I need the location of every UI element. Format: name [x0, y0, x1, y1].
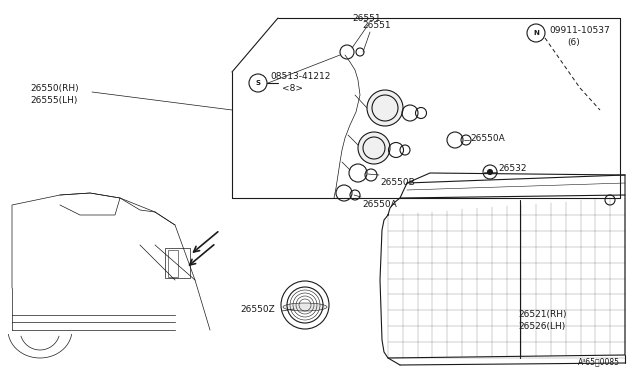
Text: 26551: 26551	[362, 20, 390, 29]
Text: Aᴲ65：0085: Aᴲ65：0085	[578, 357, 620, 366]
Text: N: N	[533, 30, 539, 36]
Circle shape	[367, 90, 403, 126]
Text: 26550Z: 26550Z	[240, 305, 275, 314]
Text: 26555(LH): 26555(LH)	[30, 96, 77, 105]
Bar	[165, 248, 190, 278]
Circle shape	[527, 24, 545, 42]
Text: 26532: 26532	[498, 164, 527, 173]
Bar	[168, 250, 178, 277]
Text: 08513-41212: 08513-41212	[270, 71, 330, 80]
Text: 09911-10537: 09911-10537	[549, 26, 610, 35]
Text: 26521(RH): 26521(RH)	[518, 311, 566, 320]
Text: <8>: <8>	[282, 83, 303, 93]
Circle shape	[249, 74, 267, 92]
Circle shape	[358, 132, 390, 164]
Text: 26550A: 26550A	[362, 199, 397, 208]
Text: 26550B: 26550B	[380, 177, 415, 186]
Text: 26551: 26551	[352, 13, 381, 22]
Ellipse shape	[283, 303, 327, 311]
Text: (6): (6)	[567, 38, 580, 46]
Text: 26550(RH): 26550(RH)	[30, 83, 79, 93]
Text: S: S	[255, 80, 260, 86]
Text: 26550A: 26550A	[470, 134, 505, 142]
Text: 26526(LH): 26526(LH)	[518, 323, 565, 331]
Circle shape	[488, 170, 493, 174]
